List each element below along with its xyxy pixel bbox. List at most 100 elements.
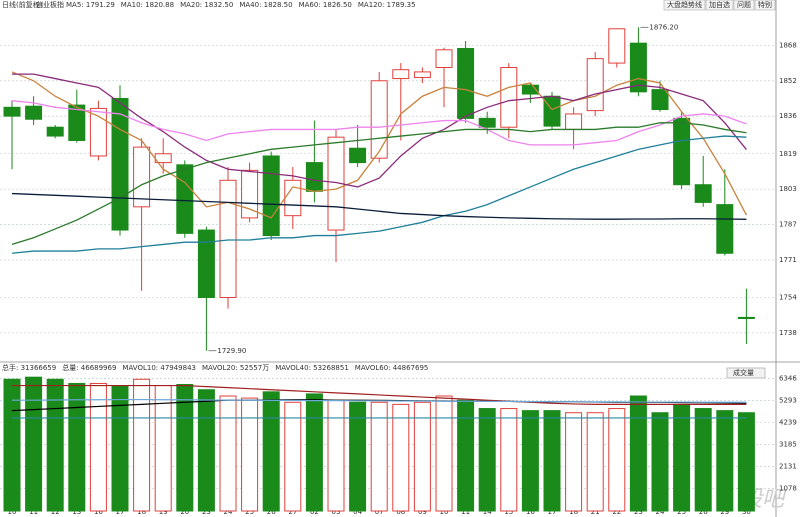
x-tick-label: 26 <box>267 508 276 516</box>
x-tick-label: 20 <box>180 508 189 516</box>
period-label: 日线(前复权) <box>2 0 43 9</box>
x-tick-label: 26 <box>699 508 708 516</box>
volume-bar <box>629 395 647 512</box>
y-tick-label: 1868 <box>779 41 797 49</box>
ma-label: MA5: 1791.29 <box>66 1 115 9</box>
x-tick-label: 14 <box>483 508 492 516</box>
candle-body <box>392 69 410 80</box>
candle-body <box>241 169 259 219</box>
candle-body <box>133 146 151 208</box>
y-tick-label: 1738 <box>779 329 797 337</box>
candle-body <box>586 58 604 112</box>
y-tick-label: 1787 <box>779 221 797 229</box>
volume-bar <box>565 412 583 512</box>
mavol-line <box>12 398 747 403</box>
x-tick-label: 17 <box>548 508 557 516</box>
toolbar-button-label[interactable]: 问题 <box>737 1 751 9</box>
volume-bar <box>154 385 172 512</box>
y-tick-label: 1836 <box>779 112 797 120</box>
candle-body <box>737 316 755 320</box>
y-tick-label: 1754 <box>779 294 797 302</box>
x-tick-label: 29 <box>720 508 729 516</box>
toolbar-button[interactable] <box>705 0 734 11</box>
x-tick-label: 08 <box>396 508 405 516</box>
candle-body <box>694 184 712 203</box>
mavol-line <box>12 384 747 405</box>
dropdown[interactable] <box>726 367 766 379</box>
candle-body <box>68 104 86 141</box>
volume-bar <box>478 408 496 512</box>
toolbar-button[interactable] <box>663 0 706 11</box>
dropdown-label[interactable]: 成交量 <box>733 368 754 377</box>
volume-bar <box>262 391 280 512</box>
x-tick-label: 12 <box>51 508 60 516</box>
candle-body <box>629 42 647 93</box>
volume-bar <box>435 395 453 512</box>
volume-bar <box>543 410 561 512</box>
toolbar-button[interactable] <box>754 0 776 11</box>
candle-body <box>413 71 431 78</box>
candle-body <box>608 28 626 64</box>
candle-body <box>478 117 496 128</box>
volume-label: MAVOL60: 44867695 <box>355 364 429 372</box>
volume-bar <box>608 408 626 512</box>
volume-bar <box>392 403 410 512</box>
x-tick-label: 15 <box>504 508 513 516</box>
x-tick-label: 21 <box>591 508 600 516</box>
volume-bar <box>284 401 302 512</box>
volume-bar <box>327 399 345 512</box>
candle-body <box>284 179 302 217</box>
toolbar-button[interactable] <box>733 0 755 11</box>
volume-bar <box>694 408 712 512</box>
volume-label: MAVOL20: 52557万 <box>202 364 269 372</box>
volume-bar <box>241 397 259 512</box>
candle-body <box>673 117 691 186</box>
x-tick-label: 11 <box>29 508 38 516</box>
volume-label: 总手: 31366659 <box>2 363 56 372</box>
candle-body <box>435 49 453 69</box>
volume-bar <box>197 389 215 512</box>
volume-bar <box>673 403 691 512</box>
x-tick-label: 16 <box>526 508 535 516</box>
x-tick-label: 27 <box>288 508 297 516</box>
toolbar-button-label[interactable]: 加自选 <box>709 0 730 9</box>
y-tick-label: 6346 <box>779 374 797 382</box>
x-tick-label: 25 <box>245 508 254 516</box>
volume-bar <box>651 412 669 512</box>
x-tick-label: 25 <box>677 508 686 516</box>
volume-bar <box>370 401 388 512</box>
x-tick-label: 03 <box>332 508 341 516</box>
candle-body <box>3 106 21 117</box>
x-tick-label: 07 <box>375 508 384 516</box>
candle-body <box>457 47 475 119</box>
volume-bar <box>500 408 518 512</box>
y-tick-label: 5293 <box>779 396 797 404</box>
volume-bar <box>716 410 734 512</box>
candle-body <box>219 179 237 299</box>
x-tick-label: 24 <box>656 508 665 516</box>
volume-bar <box>111 385 129 512</box>
y-tick-label: 3185 <box>779 440 797 448</box>
x-tick-label: 17 <box>116 508 125 516</box>
candle-body <box>716 204 734 254</box>
ma-label: MA120: 1789.35 <box>358 1 416 9</box>
high-annotation: 1876.20 <box>649 23 678 31</box>
candle-body <box>500 67 518 128</box>
x-tick-label: 18 <box>137 508 146 516</box>
volume-bar <box>457 399 475 512</box>
toolbar-button-label[interactable]: 大盘趋势线 <box>667 0 702 9</box>
x-tick-label: 23 <box>634 508 643 516</box>
candle-body <box>262 155 280 237</box>
x-tick-label: 22 <box>612 508 621 516</box>
volume-bar <box>46 378 64 512</box>
candle-body <box>521 84 539 95</box>
x-tick-label: 30 <box>742 508 751 516</box>
ma-label: MA10: 1820.88 <box>121 1 174 9</box>
volume-bar <box>305 393 323 512</box>
candle-body <box>197 229 215 298</box>
volume-bar <box>68 382 86 512</box>
x-tick-label: 24 <box>224 508 233 516</box>
y-tick-label: 1819 <box>779 150 797 158</box>
toolbar-button-label[interactable]: 特别 <box>758 0 772 9</box>
